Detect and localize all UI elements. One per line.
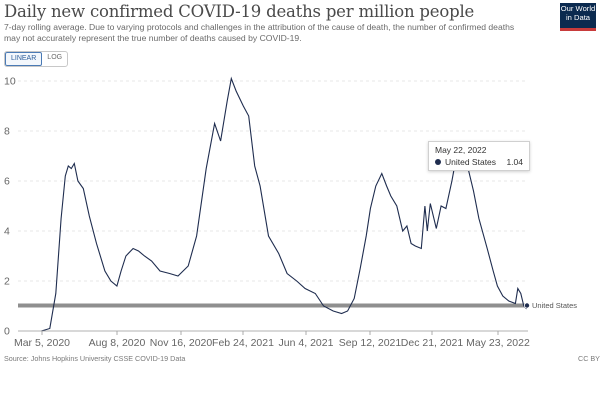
x-tick-label: Nov 16, 2020 [150,337,213,349]
x-axis-ticks: Mar 5, 2020 Aug 8, 2020 Nov 16, 2020 Feb 24… [14,331,530,349]
logo-line-2: in Data [565,12,591,22]
y-axis-ticks: 0 2 4 6 8 10 [4,76,16,338]
tooltip-date: May 22, 2022 [435,145,487,155]
owid-logo[interactable]: Our World in Data [560,3,596,31]
x-tick-label: Dec 21, 2021 [401,337,464,349]
y-gridlines [18,80,528,282]
x-tick-label: Feb 24, 2021 [212,337,274,349]
source-note[interactable]: Source: Johns Hopkins University CSSE CO… [4,354,186,363]
series-end-label[interactable]: United States [532,301,578,310]
y-tick-label: 0 [4,326,10,338]
hover-point[interactable] [524,302,531,309]
highlight-value-bar [18,303,528,308]
series-line-united-states[interactable] [41,76,529,332]
tooltip-value: 1.04 [506,157,523,167]
hover-tooltip: May 22, 2022 United States 1.04 [428,141,530,171]
tooltip-row: United States 1.04 [435,157,523,167]
x-tick-label: May 23, 2022 [466,337,530,349]
y-tick-label: 2 [4,276,10,288]
chart-subtitle: 7-day rolling average. Due to varying pr… [4,22,515,43]
x-tick-label: Mar 5, 2020 [14,337,70,349]
y-tick-label: 10 [4,76,16,88]
y-tick-label: 6 [4,176,10,188]
scale-toggle: LINEAR LOG [4,51,69,67]
y-tick-label: 4 [4,226,10,238]
x-tick-label: Jun 4, 2021 [279,337,334,349]
chart-title: Daily new confirmed COVID-19 deaths per … [4,2,475,21]
x-tick-label: Aug 8, 2020 [89,337,146,349]
log-scale-button[interactable]: LOG [47,54,63,61]
series-dot-icon [435,159,441,165]
y-tick-label: 8 [4,126,10,138]
logo-line-1: Our World [560,4,596,13]
x-tick-label: Sep 12, 2021 [339,337,402,349]
linear-scale-button[interactable]: LINEAR [5,52,43,66]
tooltip-series-name: United States [445,157,497,167]
license-link[interactable]: CC BY [578,354,600,363]
